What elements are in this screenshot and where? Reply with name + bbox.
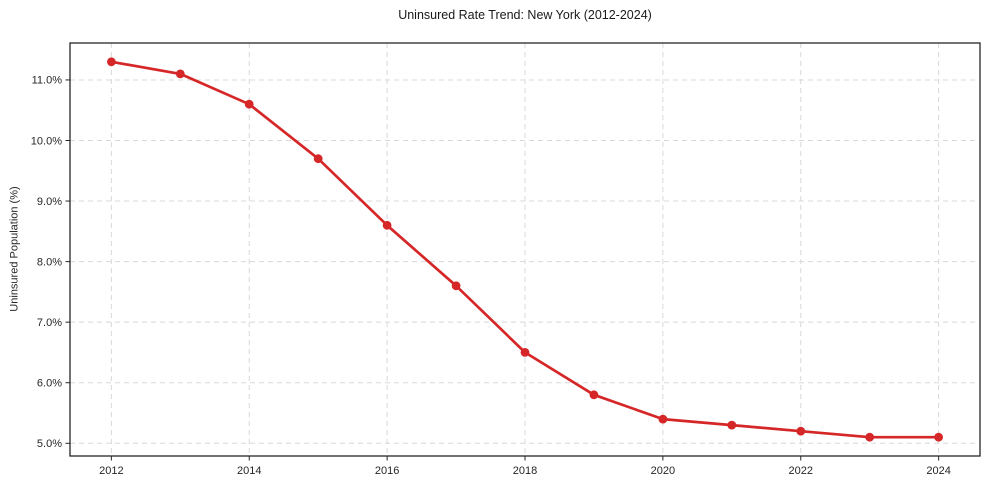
data-point [589, 390, 599, 400]
data-point [175, 69, 185, 79]
chart-title: Uninsured Rate Trend: New York (2012-202… [398, 8, 652, 22]
data-point [313, 154, 323, 164]
x-tick-label: 2016 [375, 465, 399, 477]
data-point [934, 432, 943, 442]
y-tick-label: 8.0% [37, 256, 62, 268]
y-tick-label: 9.0% [37, 196, 62, 208]
data-point [796, 426, 806, 436]
data-point [865, 432, 875, 442]
x-tick-label: 2024 [926, 465, 950, 477]
data-point [451, 281, 461, 291]
data-point [727, 420, 737, 430]
data-point [382, 220, 392, 230]
y-tick-label: 6.0% [37, 378, 62, 390]
data-point [107, 57, 116, 67]
data-point [244, 99, 254, 109]
x-tick-label: 2014 [237, 465, 261, 477]
x-tick-label: 2018 [513, 465, 537, 477]
x-tick-label: 2020 [651, 465, 675, 477]
x-tick-label: 2012 [99, 465, 123, 477]
x-tick-label: 2022 [789, 465, 813, 477]
data-point [520, 348, 530, 357]
y-tick-label: 7.0% [37, 317, 62, 329]
y-tick-label: 11.0% [32, 75, 63, 87]
y-tick-label: 5.0% [37, 438, 62, 450]
y-axis-label: Uninsured Population (%) [8, 186, 20, 312]
y-tick-label: 10.0% [31, 135, 62, 147]
data-point [658, 414, 668, 424]
